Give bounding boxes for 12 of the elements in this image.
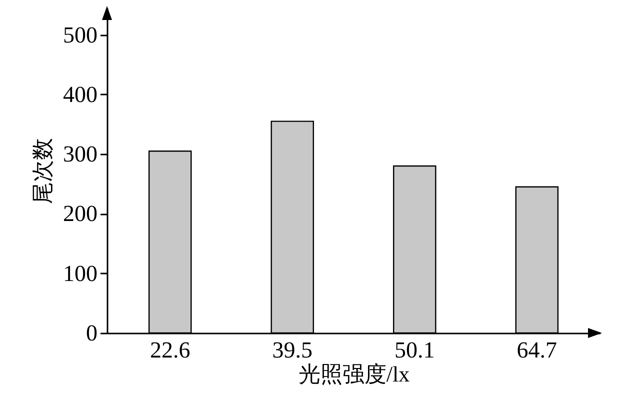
y-tick-label: 400	[63, 82, 98, 107]
x-tick-label: 64.7	[516, 338, 558, 362]
y-tick-label: 500	[63, 22, 98, 48]
x-tick-label: 50.1	[394, 338, 435, 362]
x-tick-label: 39.5	[272, 338, 312, 362]
x-tick-label: 22.6	[150, 338, 190, 362]
y-tick-label: 100	[63, 260, 98, 286]
y-axis-title: 尾次数	[30, 138, 55, 204]
y-tick-label: 0	[86, 320, 98, 346]
y-tick-label: 300	[63, 142, 98, 167]
y-tick-label: 200	[63, 201, 98, 226]
x-axis-title: 光照强度/lx	[298, 362, 410, 386]
